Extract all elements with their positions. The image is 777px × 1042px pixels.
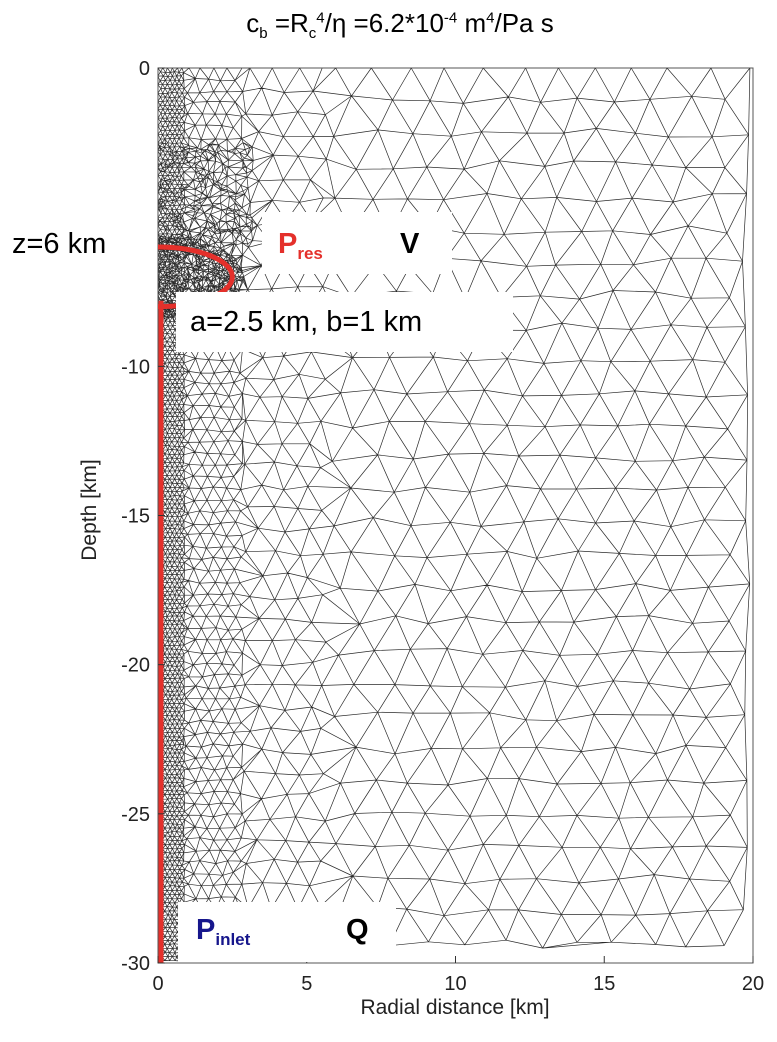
y-axis-label: Depth [km] (78, 459, 101, 561)
dimensions-label-box (176, 292, 513, 352)
figure-title: cb =Rc4/η =6.2*10-4 m4/Pa s (246, 8, 554, 43)
inlet-pressure-label: Pinlet (196, 914, 251, 949)
x-tick-label: 15 (593, 973, 615, 995)
x-tick-label: 5 (301, 973, 312, 995)
depth-label-box (0, 222, 150, 268)
y-tick-label: -30 (121, 953, 150, 975)
axis-ticks: 0 5 10 15 20 0 -10 -15 -20 -25 -30 (121, 58, 764, 995)
inlet-label-box (178, 902, 396, 962)
x-tick-label: 10 (444, 973, 466, 995)
reservoir-pressure-label: Pres (278, 228, 323, 263)
x-axis-label: Radial distance [km] (360, 996, 549, 1019)
y-tick-label: 0 (139, 58, 150, 80)
y-tick-label: -10 (121, 356, 150, 378)
x-tick-label: 0 (152, 973, 163, 995)
dimensions-label: a=2.5 km, b=1 km (190, 306, 423, 338)
depth-label: z=6 km (12, 228, 107, 260)
flux-label: Q (346, 914, 369, 946)
y-tick-label: -20 (121, 655, 150, 677)
finite-element-mesh (157, 67, 751, 962)
y-tick-label: -25 (121, 804, 150, 826)
y-tick-label: -15 (121, 506, 150, 528)
plot-frame (157, 67, 754, 964)
mesh-edges (157, 67, 751, 962)
reservoir-volume-label: V (400, 228, 420, 260)
x-tick-label: 20 (742, 973, 764, 995)
reservoir-label-box (262, 212, 452, 274)
